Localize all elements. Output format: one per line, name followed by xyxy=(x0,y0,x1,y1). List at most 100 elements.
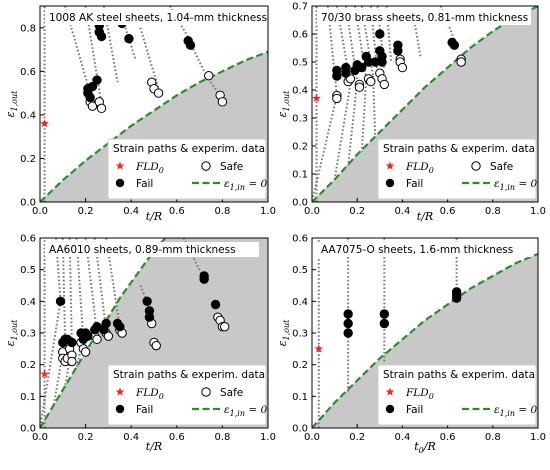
y-tick-label: 0.2 xyxy=(292,360,308,371)
legend-safe-label: Safe xyxy=(490,161,513,173)
fail-point-1 xyxy=(343,309,353,319)
x-tick-label: 0.0 xyxy=(304,432,320,443)
fail-point-16 xyxy=(142,296,152,307)
legend-fail-label: Fail xyxy=(406,404,423,416)
legend-title: Strain paths & experim. data xyxy=(113,143,265,155)
legend-safe-label: Safe xyxy=(220,387,243,399)
safe-point-4 xyxy=(96,103,107,114)
x-axis-label: t/R xyxy=(417,210,433,223)
y-tick-label: 0.4 xyxy=(20,297,36,308)
fld-curve-line xyxy=(312,6,538,202)
strain-path-2 xyxy=(54,238,62,302)
legend-fld-curve-label: ε1,in = 0 xyxy=(224,178,267,192)
safe-point-7 xyxy=(153,88,164,98)
strain-path-4 xyxy=(68,238,73,346)
x-tick-label: 0.4 xyxy=(394,432,410,443)
fld0-point xyxy=(314,344,324,353)
safe-point-8 xyxy=(204,70,214,81)
strain-path-14 xyxy=(347,81,359,166)
fail-point-9 xyxy=(83,331,93,341)
x-tick-label: 0.4 xyxy=(123,432,139,443)
fail-point-7 xyxy=(357,62,367,73)
y-tick-label: 0.4 xyxy=(292,86,308,97)
strain-path-13 xyxy=(64,345,73,387)
legend-box xyxy=(107,138,267,200)
fail-point-1 xyxy=(55,296,66,307)
strain-path-11 xyxy=(40,301,62,428)
fail-point-18 xyxy=(144,312,155,322)
legend-fld-curve-label: ε1,in = 0 xyxy=(224,404,267,418)
panel-3: 0.0 0.2 0.4 0.6 0.8 1.0 0.0 0.1 0.2 0.3 0.4 0.5 0.6 A… xyxy=(4,234,276,454)
legend-safe-marker xyxy=(201,387,211,397)
strain-path-6 xyxy=(139,27,160,90)
legend-fail-marker xyxy=(115,178,125,188)
safe-point-8 xyxy=(366,76,376,87)
y-axis-label-text: ε1,out xyxy=(276,319,291,347)
x-tick-label: 1.0 xyxy=(260,206,276,217)
x-tick-label: 0.4 xyxy=(123,206,139,217)
y-tick-label: 0.2 xyxy=(20,360,36,371)
x-tick-label: 0.0 xyxy=(304,206,320,217)
fld0-point xyxy=(40,369,49,378)
legend-box xyxy=(107,364,267,426)
x-tick-label: 0.8 xyxy=(214,206,230,217)
x-tick-label: 0.0 xyxy=(32,432,48,443)
fail-point-8 xyxy=(451,293,462,303)
legend-fld-curve-label: ε1,in = 0 xyxy=(494,178,537,192)
x-tick-label: 0.6 xyxy=(169,432,185,443)
legend-fld-curve-label: ε1,in = 0 xyxy=(494,404,537,418)
y-tick-label: 0.0 xyxy=(20,198,36,209)
fail-point-5 xyxy=(379,318,390,329)
safe-point-23 xyxy=(219,321,230,332)
fail-point-13 xyxy=(101,318,111,329)
fail-point-15 xyxy=(115,321,125,332)
title-box xyxy=(45,10,259,25)
y-tick-label: 0.0 xyxy=(20,424,36,435)
x-tick-label: 1.0 xyxy=(530,432,546,443)
y-tick-label: 0.6 xyxy=(292,234,308,245)
x-tick-label: 0.2 xyxy=(349,206,365,217)
y-tick-label: 0.4 xyxy=(20,110,36,121)
plot-frame xyxy=(39,5,269,203)
legend-fail-label: Fail xyxy=(136,178,153,190)
chart-title: 70/30 brass sheets, 0.81-mm thickness xyxy=(321,12,528,24)
legend-safe-label: Safe xyxy=(220,161,243,173)
fld-curve-line xyxy=(40,50,268,202)
safe-point-14 xyxy=(103,331,114,341)
x-tick-label: 0.0 xyxy=(32,206,48,217)
y-tick-label: 0.5 xyxy=(292,58,308,69)
safe-point-6 xyxy=(354,82,365,92)
fail-point-14 xyxy=(377,57,387,67)
y-tick-label: 0.8 xyxy=(20,23,36,34)
fail-point-16 xyxy=(393,46,403,56)
y-axis-label: ε1,out xyxy=(276,90,291,118)
legend-fail-marker xyxy=(115,404,125,414)
safe-point-16 xyxy=(456,57,466,67)
y-axis-label-text: ε1,out xyxy=(276,90,291,118)
fail-point-3 xyxy=(85,92,95,103)
legend-fail-marker xyxy=(385,404,395,414)
legend-fld0-label: FLD0 xyxy=(405,387,434,401)
y-tick-label: 0.1 xyxy=(20,392,36,403)
x-tick-label: 0.4 xyxy=(394,206,410,217)
strain-path-13 xyxy=(333,84,352,180)
y-tick-label: 0.6 xyxy=(20,234,36,245)
x-tick-label: 0.6 xyxy=(440,432,456,443)
fail-point-2 xyxy=(332,71,342,81)
fail-point-5 xyxy=(67,337,77,348)
title-box xyxy=(317,10,531,25)
fld0-point xyxy=(312,93,321,103)
legend-safe-marker xyxy=(471,161,481,171)
x-tick-label: 0.6 xyxy=(169,206,185,217)
legend-fail-label: Fail xyxy=(406,178,423,190)
legend-fld0-label: FLD0 xyxy=(135,387,164,401)
chart-title: 1008 AK steel sheets, 1.04-mm thickness xyxy=(49,12,267,24)
panel-1: 0.0 0.2 0.4 0.6 0.8 1.0 0.0 0.2 0.4 0.6 0.8 1008 AK… xyxy=(4,5,276,223)
legend-fld0-label: FLD0 xyxy=(405,161,434,175)
fail-point-5 xyxy=(92,75,102,85)
x-axis-label: t0/R xyxy=(414,440,436,455)
legend-fld0-label: FLD0 xyxy=(135,161,164,175)
strain-path-10 xyxy=(412,17,422,57)
x-axis-label: t/R xyxy=(146,440,162,453)
legend-fld0-marker xyxy=(115,161,125,170)
